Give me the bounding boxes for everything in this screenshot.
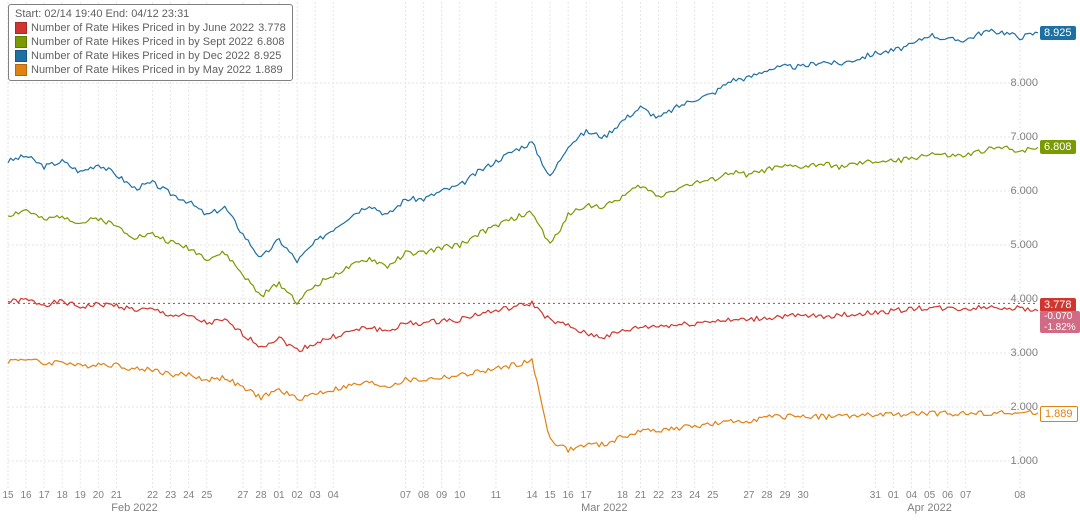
y-axis-tick-label: 3.000 (1010, 347, 1038, 359)
x-axis-tick-label: 15 (2, 490, 13, 501)
x-axis-month-label: Mar 2022 (581, 502, 627, 514)
x-axis-tick-label: 23 (165, 490, 176, 501)
legend-item: Number of Rate Hikes Priced in by May 20… (15, 63, 286, 77)
x-axis-tick-label: 02 (292, 490, 303, 501)
x-axis-tick-label: 25 (201, 490, 212, 501)
legend-item: Number of Rate Hikes Priced in by Sept 2… (15, 35, 286, 49)
x-axis-tick-label: 31 (870, 490, 881, 501)
y-axis-tick-label: 1.000 (1010, 455, 1038, 467)
series-end-label: 8.925 (1040, 26, 1076, 40)
y-axis-tick-label: 5.000 (1010, 239, 1038, 251)
x-axis-tick-label: 01 (273, 490, 284, 501)
legend-label: Number of Rate Hikes Priced in by Dec 20… (31, 49, 250, 63)
chart-title: Start: 02/14 19:40 End: 04/12 23:31 (15, 7, 286, 21)
series-end-label: 3.778 (1040, 298, 1076, 312)
x-axis-tick-label: 03 (310, 490, 321, 501)
y-axis-tick-label: 6.000 (1010, 185, 1038, 197)
x-axis-tick-label: 21 (635, 490, 646, 501)
x-axis-tick-label: 20 (93, 490, 104, 501)
x-axis-tick-label: 15 (545, 490, 556, 501)
x-axis-tick-label: 11 (491, 490, 501, 501)
x-axis-tick-label: 22 (653, 490, 664, 501)
legend-value: 1.889 (255, 63, 283, 77)
x-axis-tick-label: 17 (39, 490, 50, 501)
x-axis-tick-label: 28 (255, 490, 266, 501)
y-axis-tick-label: 7.000 (1010, 131, 1038, 143)
legend-swatch (15, 64, 27, 76)
x-axis-month-label: Apr 2022 (907, 502, 952, 514)
x-axis-tick-label: 01 (888, 490, 899, 501)
y-axis-tick-label: 8.000 (1010, 77, 1038, 89)
y-axis-tick-label: 4.000 (1010, 293, 1038, 305)
x-axis-tick-label: 24 (689, 490, 700, 501)
x-axis-tick-label: 29 (779, 490, 790, 501)
x-axis-tick-label: 09 (436, 490, 447, 501)
legend-value: 3.778 (258, 21, 286, 35)
x-axis-tick-label: 07 (400, 490, 411, 501)
legend-swatch (15, 36, 27, 48)
x-axis-tick-label: 30 (798, 490, 809, 501)
legend-value: 6.808 (257, 35, 285, 49)
x-axis-tick-label: 08 (418, 490, 429, 501)
series-end-label: 6.808 (1040, 140, 1076, 154)
x-axis-tick-label: 18 (57, 490, 68, 501)
series-end-label: 1.889 (1040, 406, 1078, 422)
x-axis-tick-label: 17 (581, 490, 592, 501)
x-axis-tick-label: 06 (942, 490, 953, 501)
x-axis-tick-label: 27 (237, 490, 248, 501)
y-axis-tick-label: 2.000 (1010, 401, 1038, 413)
legend-swatch (15, 22, 27, 34)
legend-box: Start: 02/14 19:40 End: 04/12 23:31 Numb… (8, 4, 293, 81)
x-axis-tick-label: 04 (328, 490, 339, 501)
legend-label: Number of Rate Hikes Priced in by Sept 2… (31, 35, 253, 49)
legend-item: Number of Rate Hikes Priced in by June 2… (15, 21, 286, 35)
x-axis-tick-label: 27 (743, 490, 754, 501)
x-axis-tick-label: 28 (761, 490, 772, 501)
x-axis-tick-label: 22 (147, 490, 158, 501)
x-axis-tick-label: 14 (526, 490, 537, 501)
x-axis-tick-label: 04 (906, 490, 917, 501)
x-axis-tick-label: 05 (924, 490, 935, 501)
legend-value: 8.925 (254, 49, 282, 63)
legend-swatch (15, 50, 27, 62)
x-axis-tick-label: 21 (111, 490, 122, 501)
x-axis-month-label: Feb 2022 (111, 502, 157, 514)
chart-container: { "chart": { "type": "line", "width": 10… (0, 0, 1080, 523)
x-axis-tick-label: 24 (183, 490, 194, 501)
x-axis-tick-label: 10 (454, 490, 465, 501)
x-axis-tick-label: 18 (617, 490, 628, 501)
legend-label: Number of Rate Hikes Priced in by May 20… (31, 63, 251, 77)
x-axis-tick-label: 25 (707, 490, 718, 501)
x-axis-tick-label: 16 (21, 490, 32, 501)
legend-item: Number of Rate Hikes Priced in by Dec 20… (15, 49, 286, 63)
x-axis-tick-label: 19 (75, 490, 86, 501)
x-axis-tick-label: 23 (671, 490, 682, 501)
x-axis-tick-label: 16 (563, 490, 574, 501)
x-axis-tick-label: 08 (1014, 490, 1025, 501)
x-axis-tick-label: 07 (960, 490, 971, 501)
legend-label: Number of Rate Hikes Priced in by June 2… (31, 21, 254, 35)
reference-delta-label: -0.070-1.82% (1040, 311, 1080, 333)
